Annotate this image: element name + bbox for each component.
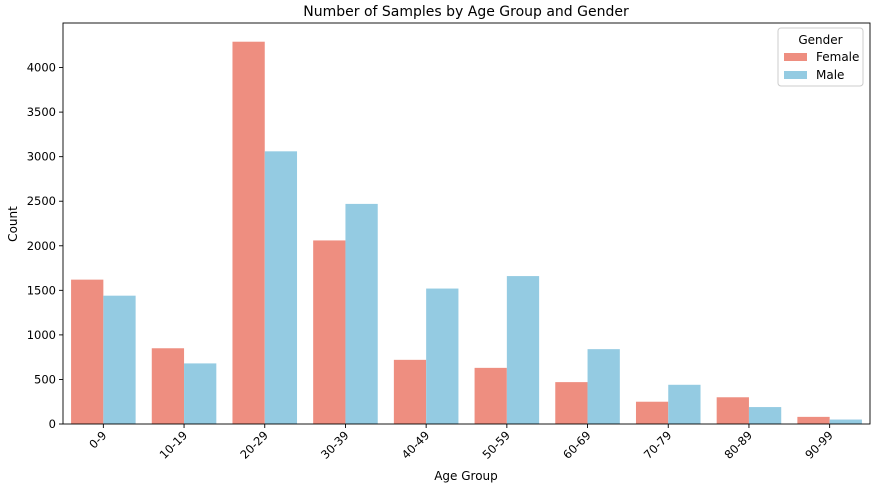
bar-female-70-79 <box>635 401 669 424</box>
y-axis-label: Count <box>6 206 20 242</box>
legend-label-male: Male <box>816 68 844 82</box>
x-tick-label: 40-49 <box>399 428 433 462</box>
bar-male-90-99 <box>829 419 862 424</box>
bar-male-50-59 <box>506 276 540 424</box>
y-tick-label: 1000 <box>27 328 56 342</box>
legend: Gender Female Male <box>777 27 864 87</box>
bar-male-0-9 <box>103 295 136 424</box>
bar-female-40-49 <box>393 359 427 424</box>
bar-female-30-39 <box>313 240 346 424</box>
legend-label-female: Female <box>816 50 859 64</box>
bar-female-10-19 <box>151 348 185 424</box>
bar-female-80-89 <box>716 397 749 424</box>
x-tick-label: 30-39 <box>318 428 352 462</box>
x-tick-label: 20-29 <box>237 428 271 462</box>
bar-female-60-69 <box>555 382 588 424</box>
bar-male-60-69 <box>587 349 620 424</box>
x-tick-label: 10-19 <box>157 428 191 462</box>
x-axis-label: Age Group <box>434 469 498 483</box>
bar-male-40-49 <box>426 288 459 424</box>
x-tick-label: 80-89 <box>722 428 756 462</box>
plot-frame <box>62 22 871 425</box>
bar-male-30-39 <box>345 203 378 424</box>
bar-male-20-29 <box>264 151 298 424</box>
bar-female-90-99 <box>797 416 830 424</box>
legend-swatch-female <box>784 53 807 61</box>
legend-swatch-male <box>784 71 807 79</box>
y-tick-label: 2500 <box>27 194 56 208</box>
y-tick-label: 4000 <box>27 61 56 75</box>
y-tick-label: 1500 <box>27 283 56 297</box>
bar-female-50-59 <box>474 367 507 424</box>
x-tick-label: 50-59 <box>479 428 513 462</box>
legend-title: Gender <box>798 33 842 47</box>
bars-layer <box>71 41 862 425</box>
bar-male-80-89 <box>748 407 782 424</box>
bar-female-0-9 <box>71 279 104 424</box>
y-tick-label: 3500 <box>27 105 56 119</box>
bar-male-10-19 <box>184 363 217 424</box>
x-axis-ticks: 0-9 10-19 20-29 30-39 40-49 50-59 60-69 70-79 80… <box>86 424 836 462</box>
y-tick-label: 0 <box>49 417 56 431</box>
y-tick-label: 2000 <box>27 239 56 253</box>
x-tick-label: 90-99 <box>802 428 836 462</box>
x-tick-label: 70-79 <box>641 428 675 462</box>
y-axis-ticks: 0 500 1000 1500 2000 2500 3000 3500 4000 <box>27 61 63 431</box>
x-tick-label: 0-9 <box>86 428 109 451</box>
y-tick-label: 3000 <box>27 150 56 164</box>
chart-title: Number of Samples by Age Group and Gende… <box>303 4 629 20</box>
y-tick-label: 500 <box>34 372 56 386</box>
bar-female-20-29 <box>232 41 265 425</box>
x-tick-label: 60-69 <box>560 428 594 462</box>
bar-male-70-79 <box>668 384 701 424</box>
